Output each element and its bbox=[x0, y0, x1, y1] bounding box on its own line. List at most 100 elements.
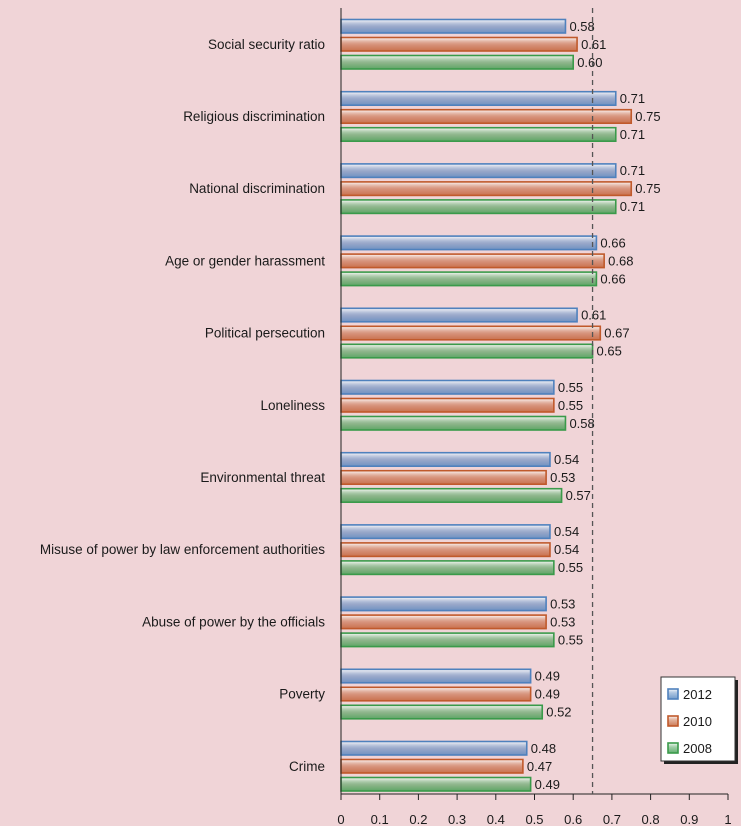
legend-swatch-2008 bbox=[667, 742, 679, 754]
legend: 2012 2010 2008 bbox=[660, 676, 738, 764]
bar-2010-religious-discrimination bbox=[340, 108, 633, 124]
bar-2010-loneliness bbox=[340, 397, 555, 413]
bar-2008-social-security-ratio bbox=[340, 54, 574, 70]
data-label-2012-religious-discrimination: 0.71 bbox=[620, 91, 645, 106]
data-label-2008-environmental-threat: 0.57 bbox=[566, 488, 591, 503]
bar-2008-abuse-of-power-by-the-officials bbox=[340, 632, 555, 648]
bar-2010-abuse-of-power-by-the-officials bbox=[340, 614, 547, 630]
data-label-2010-social-security-ratio: 0.61 bbox=[581, 37, 606, 52]
bar-2012-political-persecution bbox=[340, 307, 578, 323]
bar-2008-religious-discrimination bbox=[340, 126, 617, 142]
bar-2008-political-persecution bbox=[340, 343, 594, 359]
data-label-2008-political-persecution: 0.65 bbox=[597, 344, 622, 359]
bar-2010-social-security-ratio bbox=[340, 36, 578, 52]
category-label-poverty: Poverty bbox=[279, 687, 325, 702]
data-label-2012-crime: 0.48 bbox=[531, 741, 556, 756]
data-label-2010-environmental-threat: 0.53 bbox=[550, 470, 575, 485]
data-label-2008-crime: 0.49 bbox=[535, 777, 560, 792]
bar-2008-misuse-of-power-by-law-enforcement-authorities bbox=[340, 560, 555, 576]
x-tick-label-0-1: 0.1 bbox=[371, 812, 389, 826]
x-tick-label-0-9: 0.9 bbox=[680, 812, 698, 826]
labels-layer: Social security ratio 0.58 0.61 0.60 Religio… bbox=[40, 19, 661, 792]
bar-2012-abuse-of-power-by-the-officials bbox=[340, 596, 547, 612]
legend-swatch-2012 bbox=[667, 688, 679, 700]
category-label-political-persecution: Political persecution bbox=[205, 326, 325, 341]
data-label-2008-poverty: 0.52 bbox=[546, 705, 571, 720]
category-label-abuse-of-power-by-the-officials: Abuse of power by the officials bbox=[142, 614, 325, 629]
bar-2012-age-or-gender-harassment bbox=[340, 235, 598, 251]
bar-2010-misuse-of-power-by-law-enforcement-authorities bbox=[340, 542, 551, 558]
x-tick-label-0-7: 0.7 bbox=[603, 812, 621, 826]
legend-label-2012: 2012 bbox=[683, 687, 712, 702]
data-label-2008-age-or-gender-harassment: 0.66 bbox=[600, 271, 625, 286]
bar-2008-loneliness bbox=[340, 415, 567, 431]
category-label-age-or-gender-harassment: Age or gender harassment bbox=[165, 253, 325, 268]
x-tick-label-0-2: 0.2 bbox=[409, 812, 427, 826]
category-label-misuse-of-power-by-law-enforcement-authorities: Misuse of power by law enforcement autho… bbox=[40, 542, 325, 557]
data-label-2008-loneliness: 0.58 bbox=[569, 416, 594, 431]
data-label-2012-loneliness: 0.55 bbox=[558, 380, 583, 395]
data-label-2012-age-or-gender-harassment: 0.66 bbox=[600, 235, 625, 250]
legend-label-2010: 2010 bbox=[683, 714, 712, 729]
bar-2008-poverty bbox=[340, 704, 544, 720]
bar-2012-religious-discrimination bbox=[340, 90, 617, 106]
category-label-crime: Crime bbox=[289, 759, 325, 774]
data-label-2010-age-or-gender-harassment: 0.68 bbox=[608, 253, 633, 268]
bars-layer bbox=[340, 18, 633, 792]
category-label-religious-discrimination: Religious discrimination bbox=[183, 109, 325, 124]
data-label-2010-crime: 0.47 bbox=[527, 759, 552, 774]
bar-2010-environmental-threat bbox=[340, 469, 547, 486]
data-label-2012-political-persecution: 0.61 bbox=[581, 308, 606, 323]
bar-2012-crime bbox=[340, 740, 528, 756]
bar-2008-national-discrimination bbox=[340, 199, 617, 215]
bar-2008-crime bbox=[340, 776, 532, 792]
bar-2012-loneliness bbox=[340, 379, 555, 395]
data-label-2010-political-persecution: 0.67 bbox=[604, 326, 629, 341]
bar-2008-age-or-gender-harassment bbox=[340, 271, 598, 287]
data-label-2008-national-discrimination: 0.71 bbox=[620, 199, 645, 214]
data-label-2012-environmental-threat: 0.54 bbox=[554, 452, 579, 467]
legend-swatch-2010 bbox=[667, 715, 679, 727]
bar-2012-poverty bbox=[340, 668, 532, 684]
data-label-2012-misuse-of-power-by-law-enforcement-authorities: 0.54 bbox=[554, 524, 579, 539]
data-label-2010-national-discrimination: 0.75 bbox=[635, 181, 660, 196]
data-label-2012-poverty: 0.49 bbox=[535, 669, 560, 684]
x-tick-label-1: 1 bbox=[724, 812, 731, 826]
data-label-2010-loneliness: 0.55 bbox=[558, 398, 583, 413]
x-tick-label-0-3: 0.3 bbox=[448, 812, 466, 826]
bar-2012-misuse-of-power-by-law-enforcement-authorities bbox=[340, 524, 551, 540]
x-axis: 0 0.1 0.2 0.3 0.4 0.5 0.6 0.7 0.8 0.9 1 bbox=[337, 8, 732, 826]
bar-2010-national-discrimination bbox=[340, 181, 633, 197]
data-label-2008-misuse-of-power-by-law-enforcement-authorities: 0.55 bbox=[558, 560, 583, 575]
data-label-2010-religious-discrimination: 0.75 bbox=[635, 109, 660, 124]
data-label-2010-misuse-of-power-by-law-enforcement-authorities: 0.54 bbox=[554, 542, 579, 557]
data-label-2012-abuse-of-power-by-the-officials: 0.53 bbox=[550, 596, 575, 611]
bar-2012-environmental-threat bbox=[340, 451, 551, 468]
bar-2010-crime bbox=[340, 758, 524, 774]
legend-label-2008: 2008 bbox=[683, 741, 712, 756]
x-tick-label-0-5: 0.5 bbox=[525, 812, 543, 826]
data-label-2008-abuse-of-power-by-the-officials: 0.55 bbox=[558, 632, 583, 647]
bar-2010-poverty bbox=[340, 686, 532, 702]
data-label-2008-social-security-ratio: 0.60 bbox=[577, 55, 602, 70]
bar-2012-national-discrimination bbox=[340, 163, 617, 179]
data-label-2010-abuse-of-power-by-the-officials: 0.53 bbox=[550, 614, 575, 629]
data-label-2010-poverty: 0.49 bbox=[535, 687, 560, 702]
data-label-2012-national-discrimination: 0.71 bbox=[620, 163, 645, 178]
x-tick-label-0-4: 0.4 bbox=[487, 812, 505, 826]
category-label-national-discrimination: National discrimination bbox=[189, 181, 325, 196]
bar-2010-age-or-gender-harassment bbox=[340, 253, 605, 269]
data-label-2012-social-security-ratio: 0.58 bbox=[569, 19, 594, 34]
category-label-loneliness: Loneliness bbox=[260, 398, 325, 413]
bar-2008-environmental-threat bbox=[340, 487, 563, 504]
data-label-2008-religious-discrimination: 0.71 bbox=[620, 127, 645, 142]
bar-2010-political-persecution bbox=[340, 325, 602, 341]
category-label-social-security-ratio: Social security ratio bbox=[208, 37, 325, 52]
x-tick-label-0-6: 0.6 bbox=[564, 812, 582, 826]
x-tick-label-0: 0 bbox=[337, 812, 344, 826]
bar-2012-social-security-ratio bbox=[340, 18, 567, 34]
category-label-environmental-threat: Environmental threat bbox=[200, 470, 325, 485]
x-tick-label-0-8: 0.8 bbox=[642, 812, 660, 826]
